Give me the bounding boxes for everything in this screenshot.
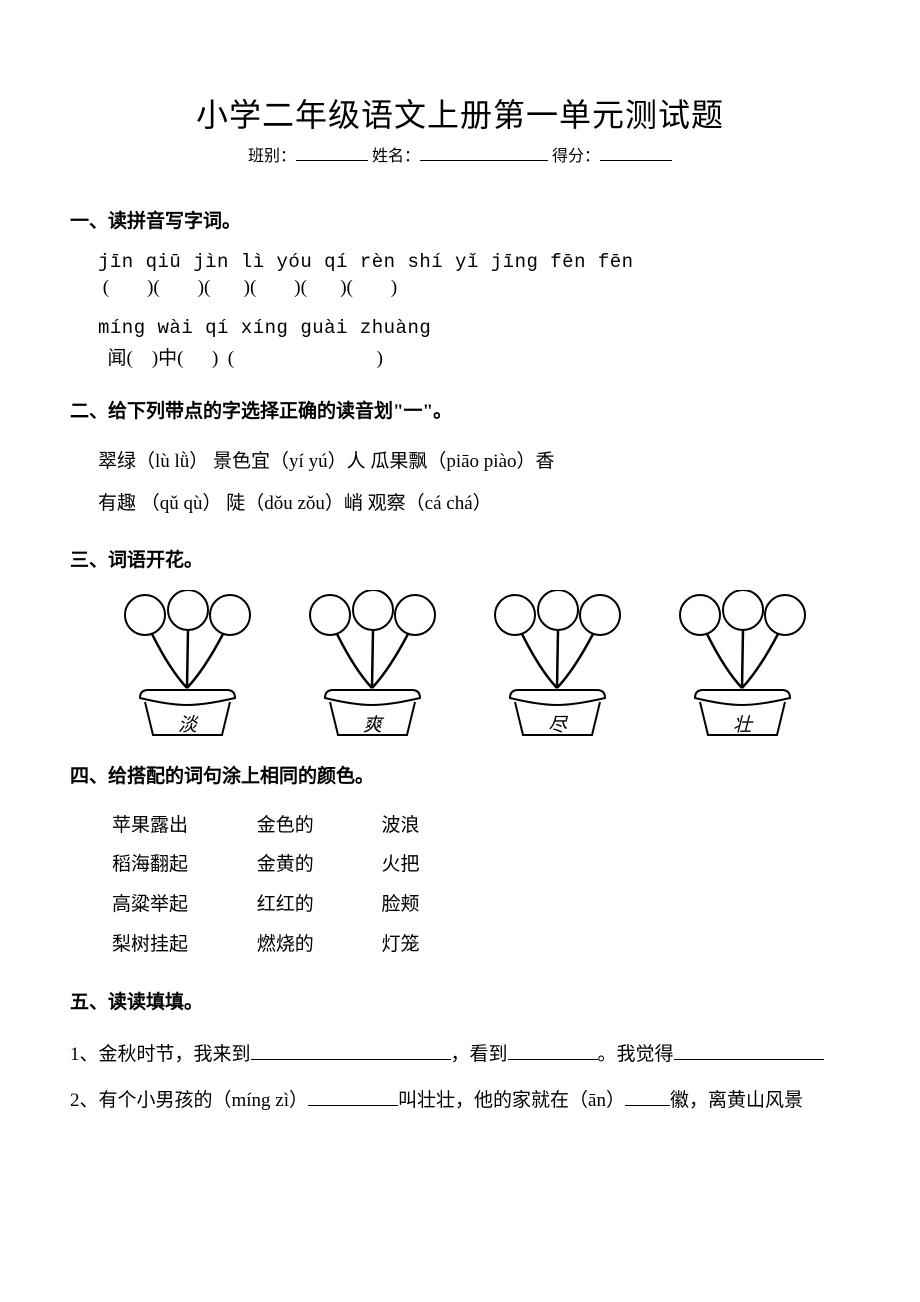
flower-label-1: 淡 [110, 710, 265, 737]
score-label: 得分： [552, 148, 600, 165]
match-table: 苹果露出 金色的 波浪 稻海翻起 金黄的 火把 高粱举起 红红的 脸颊 梨树挂起… [70, 806, 850, 966]
page-title: 小学二年级语文上册第一单元测试题 [70, 90, 850, 136]
match-cell: 灯笼 [382, 925, 482, 965]
match-cell: 稻海翻起 [112, 845, 252, 885]
q5-line2-c: 徽，离黄山风景 [670, 1090, 803, 1111]
flower-pot-4[interactable]: 壮 [665, 590, 820, 745]
flower-row: 淡 爽 [70, 590, 850, 745]
flower-pot-2[interactable]: 爽 [295, 590, 450, 745]
q5-line1-post: 。我觉得 [598, 1044, 674, 1065]
info-line: 班别： 姓名： 得分： [70, 142, 850, 166]
paren-row-2[interactable]: 闻( )中( ) ( ) [98, 343, 850, 370]
match-cell: 红红的 [257, 885, 377, 925]
fill-line-2: 2、有个小男孩的（míng zì） 叫壮壮，他的家就在（ān） 徽，离黄山风景 [70, 1078, 850, 1124]
q2-line-1: 翠绿（lù lǜ） 景色宜（yí yú）人 瓜果飘（piāo piào）香 [98, 441, 850, 483]
fill-blank[interactable] [508, 1059, 598, 1060]
q5-line1-mid: ，看到 [451, 1044, 508, 1065]
match-cell: 金黄的 [257, 845, 377, 885]
fill-blank[interactable] [308, 1105, 398, 1106]
pinyin-row-1: jīn qiū jìn lì yóu qí rèn shí yǐ jīng fē… [98, 251, 850, 273]
section-heading-2: 二、给下列带点的字选择正确的读音划"一"。 [70, 396, 850, 423]
section-heading-3: 三、词语开花。 [70, 545, 850, 572]
fill-blank[interactable] [251, 1059, 451, 1060]
section-4: 四、给搭配的词句涂上相同的颜色。 苹果露出 金色的 波浪 稻海翻起 金黄的 火把… [70, 761, 850, 966]
section-heading-4: 四、给搭配的词句涂上相同的颜色。 [70, 761, 850, 788]
flower-label-4: 壮 [665, 710, 820, 737]
match-cell: 燃烧的 [257, 925, 377, 965]
match-cell: 高粱举起 [112, 885, 252, 925]
flower-pot-3[interactable]: 尽 [480, 590, 635, 745]
paren-row-1[interactable]: ( )( )( )( )( )( ) [98, 277, 850, 299]
fill-line-1: 1、金秋时节，我来到 ，看到 。我觉得 [70, 1032, 850, 1078]
table-row: 稻海翻起 金黄的 火把 [112, 845, 850, 885]
match-cell: 苹果露出 [112, 806, 252, 846]
table-row: 梨树挂起 燃烧的 灯笼 [112, 925, 850, 965]
score-blank[interactable] [600, 160, 672, 161]
section-heading-5: 五、读读填填。 [70, 987, 850, 1014]
match-cell: 波浪 [382, 806, 482, 846]
match-cell: 火把 [382, 845, 482, 885]
worksheet-page: 小学二年级语文上册第一单元测试题 班别： 姓名： 得分： 一、读拼音写字词。 j… [0, 0, 920, 1302]
flower-pot-1[interactable]: 淡 [110, 590, 265, 745]
q2-line-2: 有趣 （qǔ qù） 陡（dǒu zǒu）峭 观察（cá chá） [98, 483, 850, 525]
fill-blank[interactable] [625, 1105, 670, 1106]
table-row: 高粱举起 红红的 脸颊 [112, 885, 850, 925]
fill-blank[interactable] [674, 1059, 824, 1060]
q5-line1-pre: 1、金秋时节，我来到 [70, 1044, 251, 1065]
flower-label-3: 尽 [480, 710, 635, 737]
q5-line2-a: 2、有个小男孩的（míng zì） [70, 1090, 308, 1111]
section-1: 一、读拼音写字词。 jīn qiū jìn lì yóu qí rèn shí … [70, 206, 850, 370]
table-row: 苹果露出 金色的 波浪 [112, 806, 850, 846]
flower-label-2: 爽 [295, 710, 450, 737]
section-3: 三、词语开花。 淡 [70, 545, 850, 745]
class-blank[interactable] [296, 160, 368, 161]
q5-line2-b: 叫壮壮，他的家就在（ān） [398, 1090, 625, 1111]
name-label: 姓名： [372, 148, 420, 165]
section-2: 二、给下列带点的字选择正确的读音划"一"。 翠绿（lù lǜ） 景色宜（yí y… [70, 396, 850, 525]
pinyin-row-2: míng wài qí xíng guài zhuàng [98, 317, 850, 339]
match-cell: 梨树挂起 [112, 925, 252, 965]
match-cell: 金色的 [257, 806, 377, 846]
section-heading-1: 一、读拼音写字词。 [70, 206, 850, 233]
section-5: 五、读读填填。 1、金秋时节，我来到 ，看到 。我觉得 2、有个小男孩的（míng … [70, 987, 850, 1123]
match-cell: 脸颊 [382, 885, 482, 925]
class-label: 班别： [248, 148, 296, 165]
name-blank[interactable] [420, 160, 548, 161]
